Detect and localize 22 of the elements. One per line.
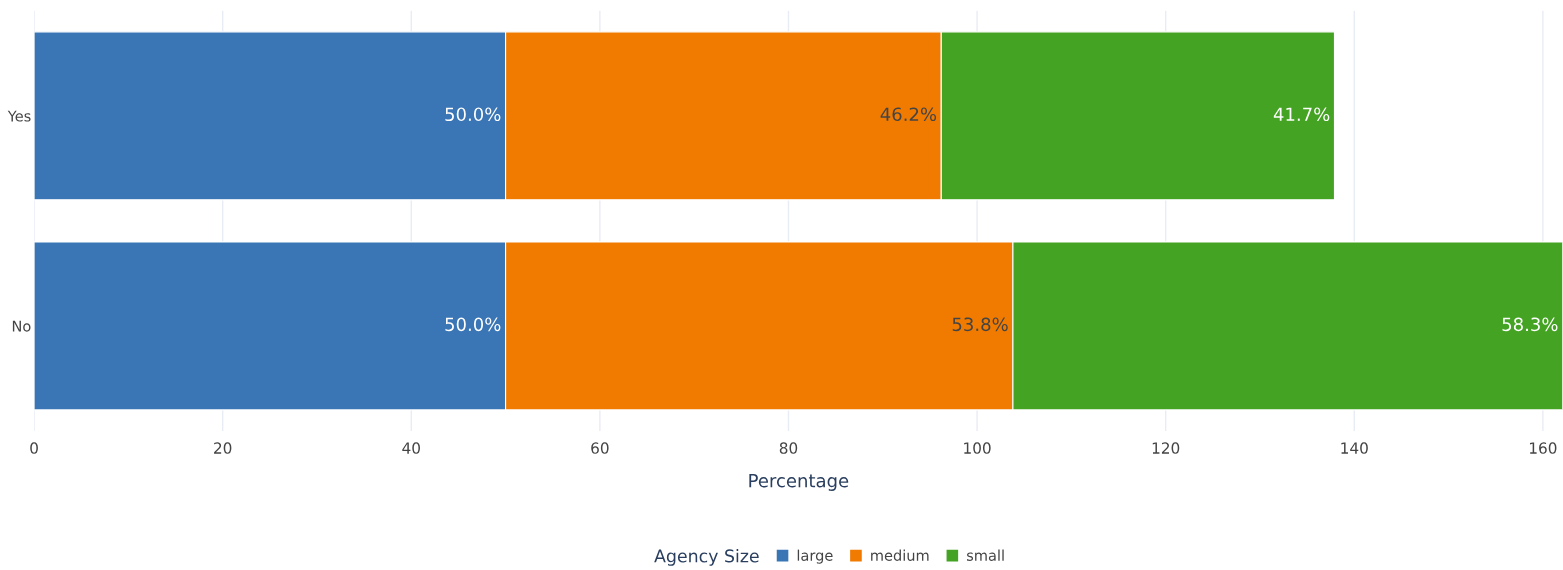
- legend-label: medium: [871, 549, 929, 561]
- x-tick-label: 80: [779, 442, 798, 454]
- x-tick-label: 100: [964, 442, 991, 454]
- x-tick-label: 40: [402, 442, 420, 454]
- x-tick-label: 160: [1529, 442, 1557, 454]
- data-label: 46.2%: [880, 107, 937, 122]
- data-label: 53.8%: [952, 317, 1008, 332]
- x-tick-label: 20: [214, 442, 232, 454]
- x-tick-label: 0: [30, 442, 38, 454]
- data-label: 50.0%: [445, 107, 501, 122]
- y-tick-label: No: [12, 320, 31, 332]
- legend-label: large: [797, 549, 833, 564]
- legend-label: small: [966, 549, 1004, 561]
- x-axis-title: Percentage: [749, 474, 849, 491]
- y-tick-label: Yes: [7, 110, 31, 122]
- data-label: 58.3%: [1502, 317, 1558, 332]
- data-label: 50.0%: [445, 317, 501, 332]
- x-tick-label: 60: [591, 442, 609, 454]
- x-tick-label: 120: [1152, 442, 1180, 454]
- legend-title: Agency Size: [654, 549, 759, 566]
- data-label: 41.7%: [1273, 107, 1330, 122]
- x-tick-label: 140: [1341, 442, 1368, 454]
